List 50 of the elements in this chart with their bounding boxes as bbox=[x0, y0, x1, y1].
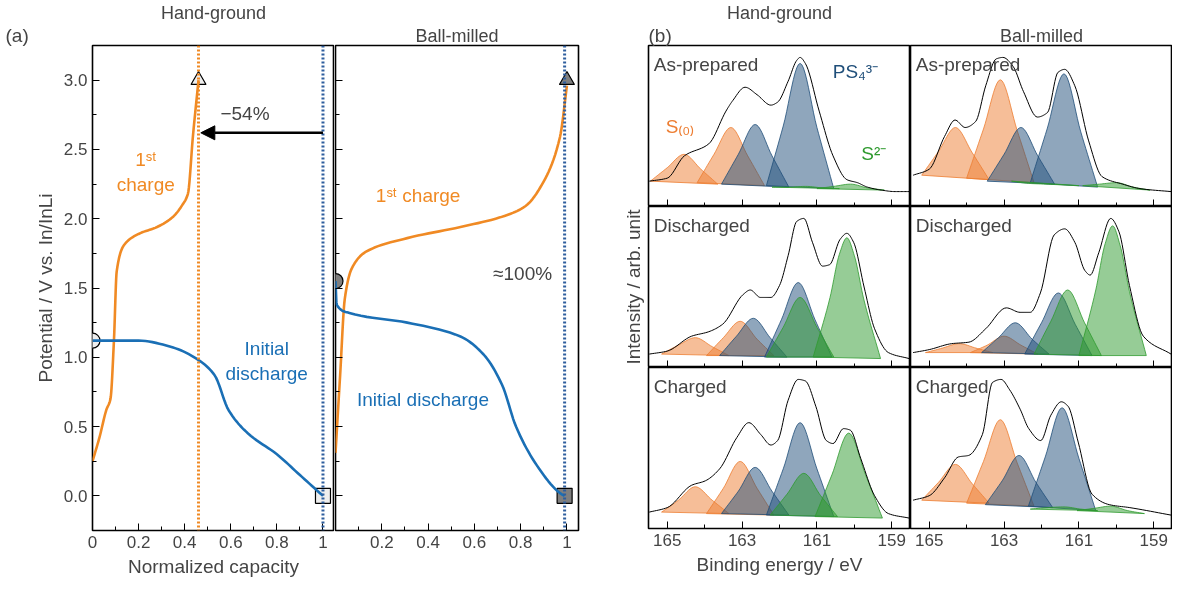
x-tick-label: 0 bbox=[87, 532, 98, 552]
chart-title: Discharged bbox=[653, 214, 750, 236]
x-tick-label: 0.4 bbox=[416, 532, 440, 552]
x-tick-label: 1 bbox=[318, 532, 328, 552]
x-tick-label: 165 bbox=[915, 530, 944, 550]
x-axis-title: Binding energy / eV bbox=[696, 553, 863, 575]
chart-title: Charged bbox=[653, 375, 727, 397]
x-tick-label: 161 bbox=[802, 530, 832, 550]
x-tick-label: 159 bbox=[877, 530, 906, 550]
series-label: Initial discharge bbox=[225, 337, 308, 384]
annotation: −54% bbox=[220, 102, 270, 124]
x-tick-label: 165 bbox=[653, 530, 682, 550]
series-label: Initial discharge bbox=[356, 389, 489, 411]
x-tick-label: 163 bbox=[727, 530, 757, 550]
y-tick-label: 2.0 bbox=[63, 209, 88, 229]
x-tick-label: 163 bbox=[989, 530, 1019, 550]
x-tick-label: 0.2 bbox=[369, 532, 394, 552]
text: (b) bbox=[648, 24, 672, 46]
series-label: 1ˢᵗ charge bbox=[375, 185, 461, 207]
text: (a) bbox=[5, 24, 29, 46]
chart-subtitle: Hand-ground bbox=[726, 2, 833, 23]
y-tick-label: 1.0 bbox=[63, 348, 88, 368]
y-tick-label: 0.0 bbox=[63, 486, 88, 506]
y-tick-label: 0.5 bbox=[63, 417, 88, 437]
chart-subtitle: Ball-milled bbox=[999, 25, 1084, 46]
y-axis-title: Intensity / arb. unit bbox=[622, 208, 644, 365]
y-axis-title: Potential / V vs. In/InLi bbox=[34, 193, 56, 383]
x-tick-label: 0.8 bbox=[508, 532, 533, 552]
x-tick-label: 0.2 bbox=[126, 532, 151, 552]
series-label: PS₄³⁻ bbox=[832, 60, 879, 82]
chart-title: As-prepared bbox=[653, 53, 759, 75]
chart-title: Charged bbox=[915, 375, 989, 397]
chart-title: Discharged bbox=[915, 214, 1012, 236]
chart-title: Ball-milled bbox=[415, 25, 499, 46]
x-tick-label: 1 bbox=[562, 532, 572, 552]
annotation: ≈100% bbox=[493, 262, 553, 284]
y-tick-label: 2.5 bbox=[63, 140, 88, 160]
series-label: S²⁻ bbox=[861, 142, 887, 164]
series-label: 1ˢᵗ charge bbox=[116, 148, 175, 195]
x-tick-label: 161 bbox=[1064, 530, 1094, 550]
x-tick-label: 0.4 bbox=[172, 532, 197, 552]
y-tick-label: 1.5 bbox=[63, 279, 88, 298]
x-tick-label: 0.6 bbox=[218, 532, 243, 552]
series-label: S₍₀₎ bbox=[665, 115, 695, 137]
x-tick-label: 0.8 bbox=[265, 532, 289, 552]
x-tick-label: 159 bbox=[1139, 530, 1168, 550]
x-axis-title: Normalized capacity bbox=[127, 555, 300, 577]
x-tick-label: 0.6 bbox=[462, 532, 487, 552]
y-tick-label: 3.0 bbox=[63, 71, 88, 91]
chart-title: Hand-ground bbox=[160, 2, 267, 23]
